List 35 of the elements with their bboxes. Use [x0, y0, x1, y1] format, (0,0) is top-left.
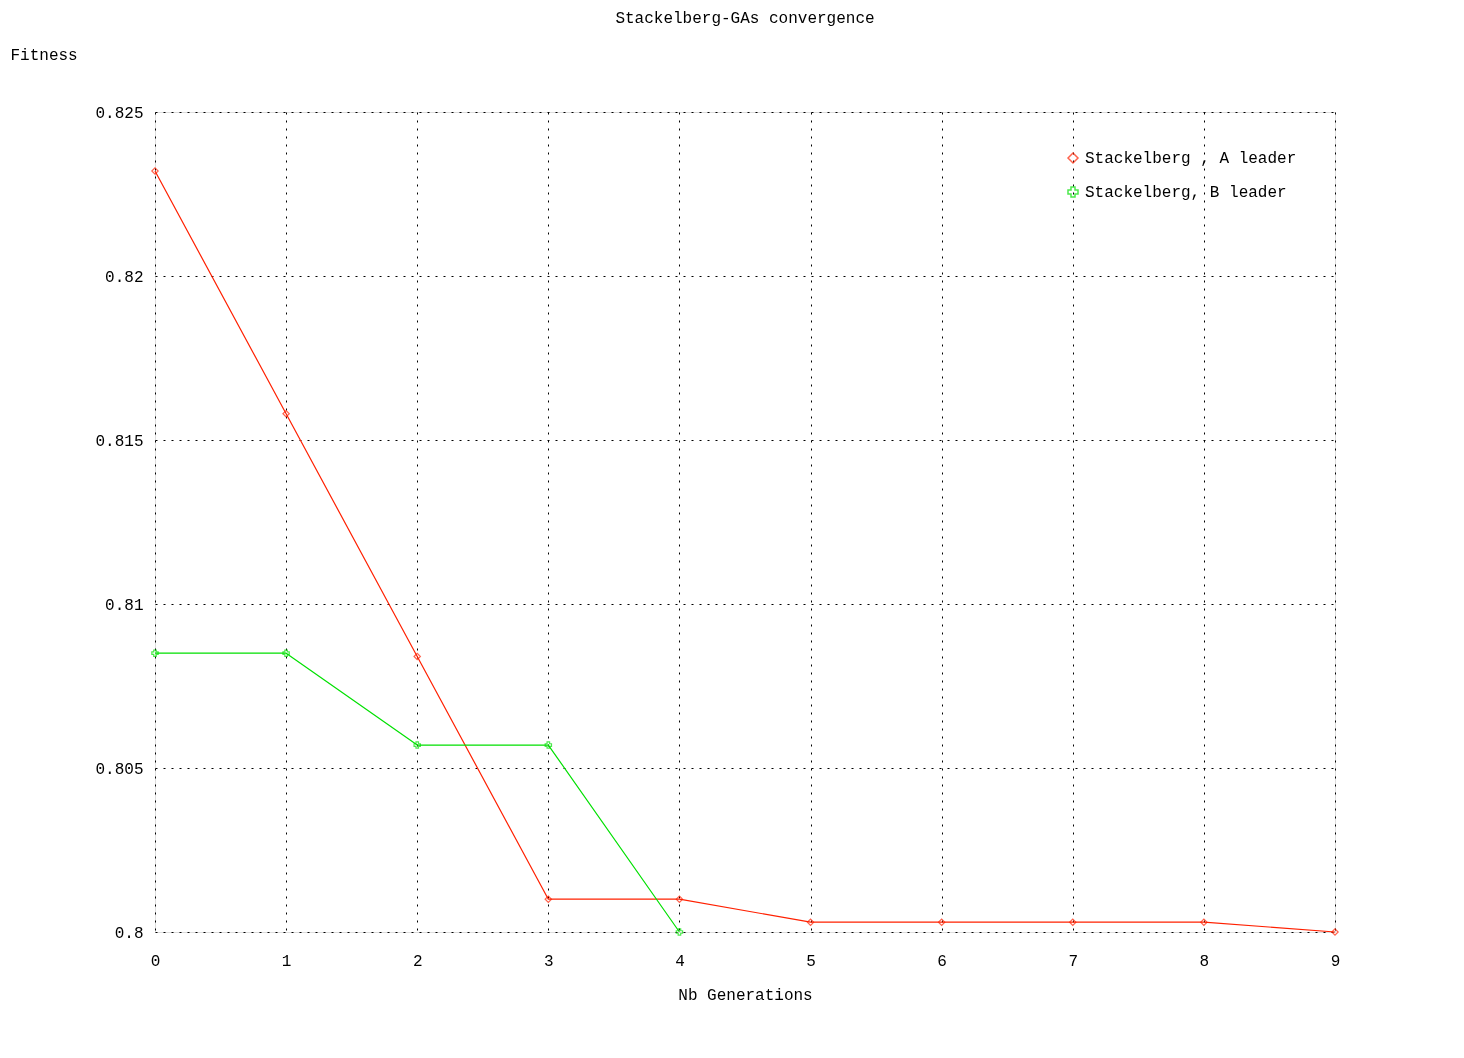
- legend-label: Stackelberg, B leader: [1085, 184, 1287, 202]
- x-tick-label: 7: [1068, 952, 1079, 971]
- point: [151, 649, 159, 657]
- x-tick-label: 8: [1199, 952, 1210, 971]
- x-tick-label: 0: [150, 952, 161, 971]
- y-tick-label: 0.815: [95, 432, 144, 451]
- point: [1331, 928, 1339, 936]
- point: [1200, 918, 1208, 926]
- y-tick-label: 0.8: [114, 924, 144, 943]
- x-tick-label: 2: [412, 952, 423, 971]
- point: [675, 895, 684, 903]
- x-tick-label: 9: [1330, 952, 1341, 971]
- point: [544, 741, 553, 749]
- x-tick-label: 5: [806, 952, 816, 971]
- x-axis-title: Nb Generations: [678, 986, 813, 1005]
- point: [544, 895, 553, 903]
- y-axis-title: Fitness: [10, 46, 78, 65]
- x-tick-label: 6: [937, 952, 947, 971]
- x-tick-label: 3: [544, 952, 554, 971]
- y-tick-label: 0.825: [95, 104, 144, 123]
- point: [282, 410, 290, 418]
- x-tick-label: 4: [675, 952, 685, 971]
- point: [675, 928, 684, 936]
- point: [937, 918, 946, 926]
- point: [282, 649, 290, 657]
- x-tick-label: 1: [281, 952, 292, 971]
- point: [413, 652, 421, 661]
- y-tick-label: 0.81: [105, 596, 144, 615]
- point: [413, 741, 421, 749]
- point: [806, 918, 815, 926]
- y-tick-label: 0.805: [95, 760, 144, 779]
- y-tick-label: 0.82: [105, 268, 144, 287]
- point: [1069, 918, 1077, 926]
- point: [151, 167, 159, 175]
- chart-title: Stackelberg-GAs convergence: [615, 10, 875, 28]
